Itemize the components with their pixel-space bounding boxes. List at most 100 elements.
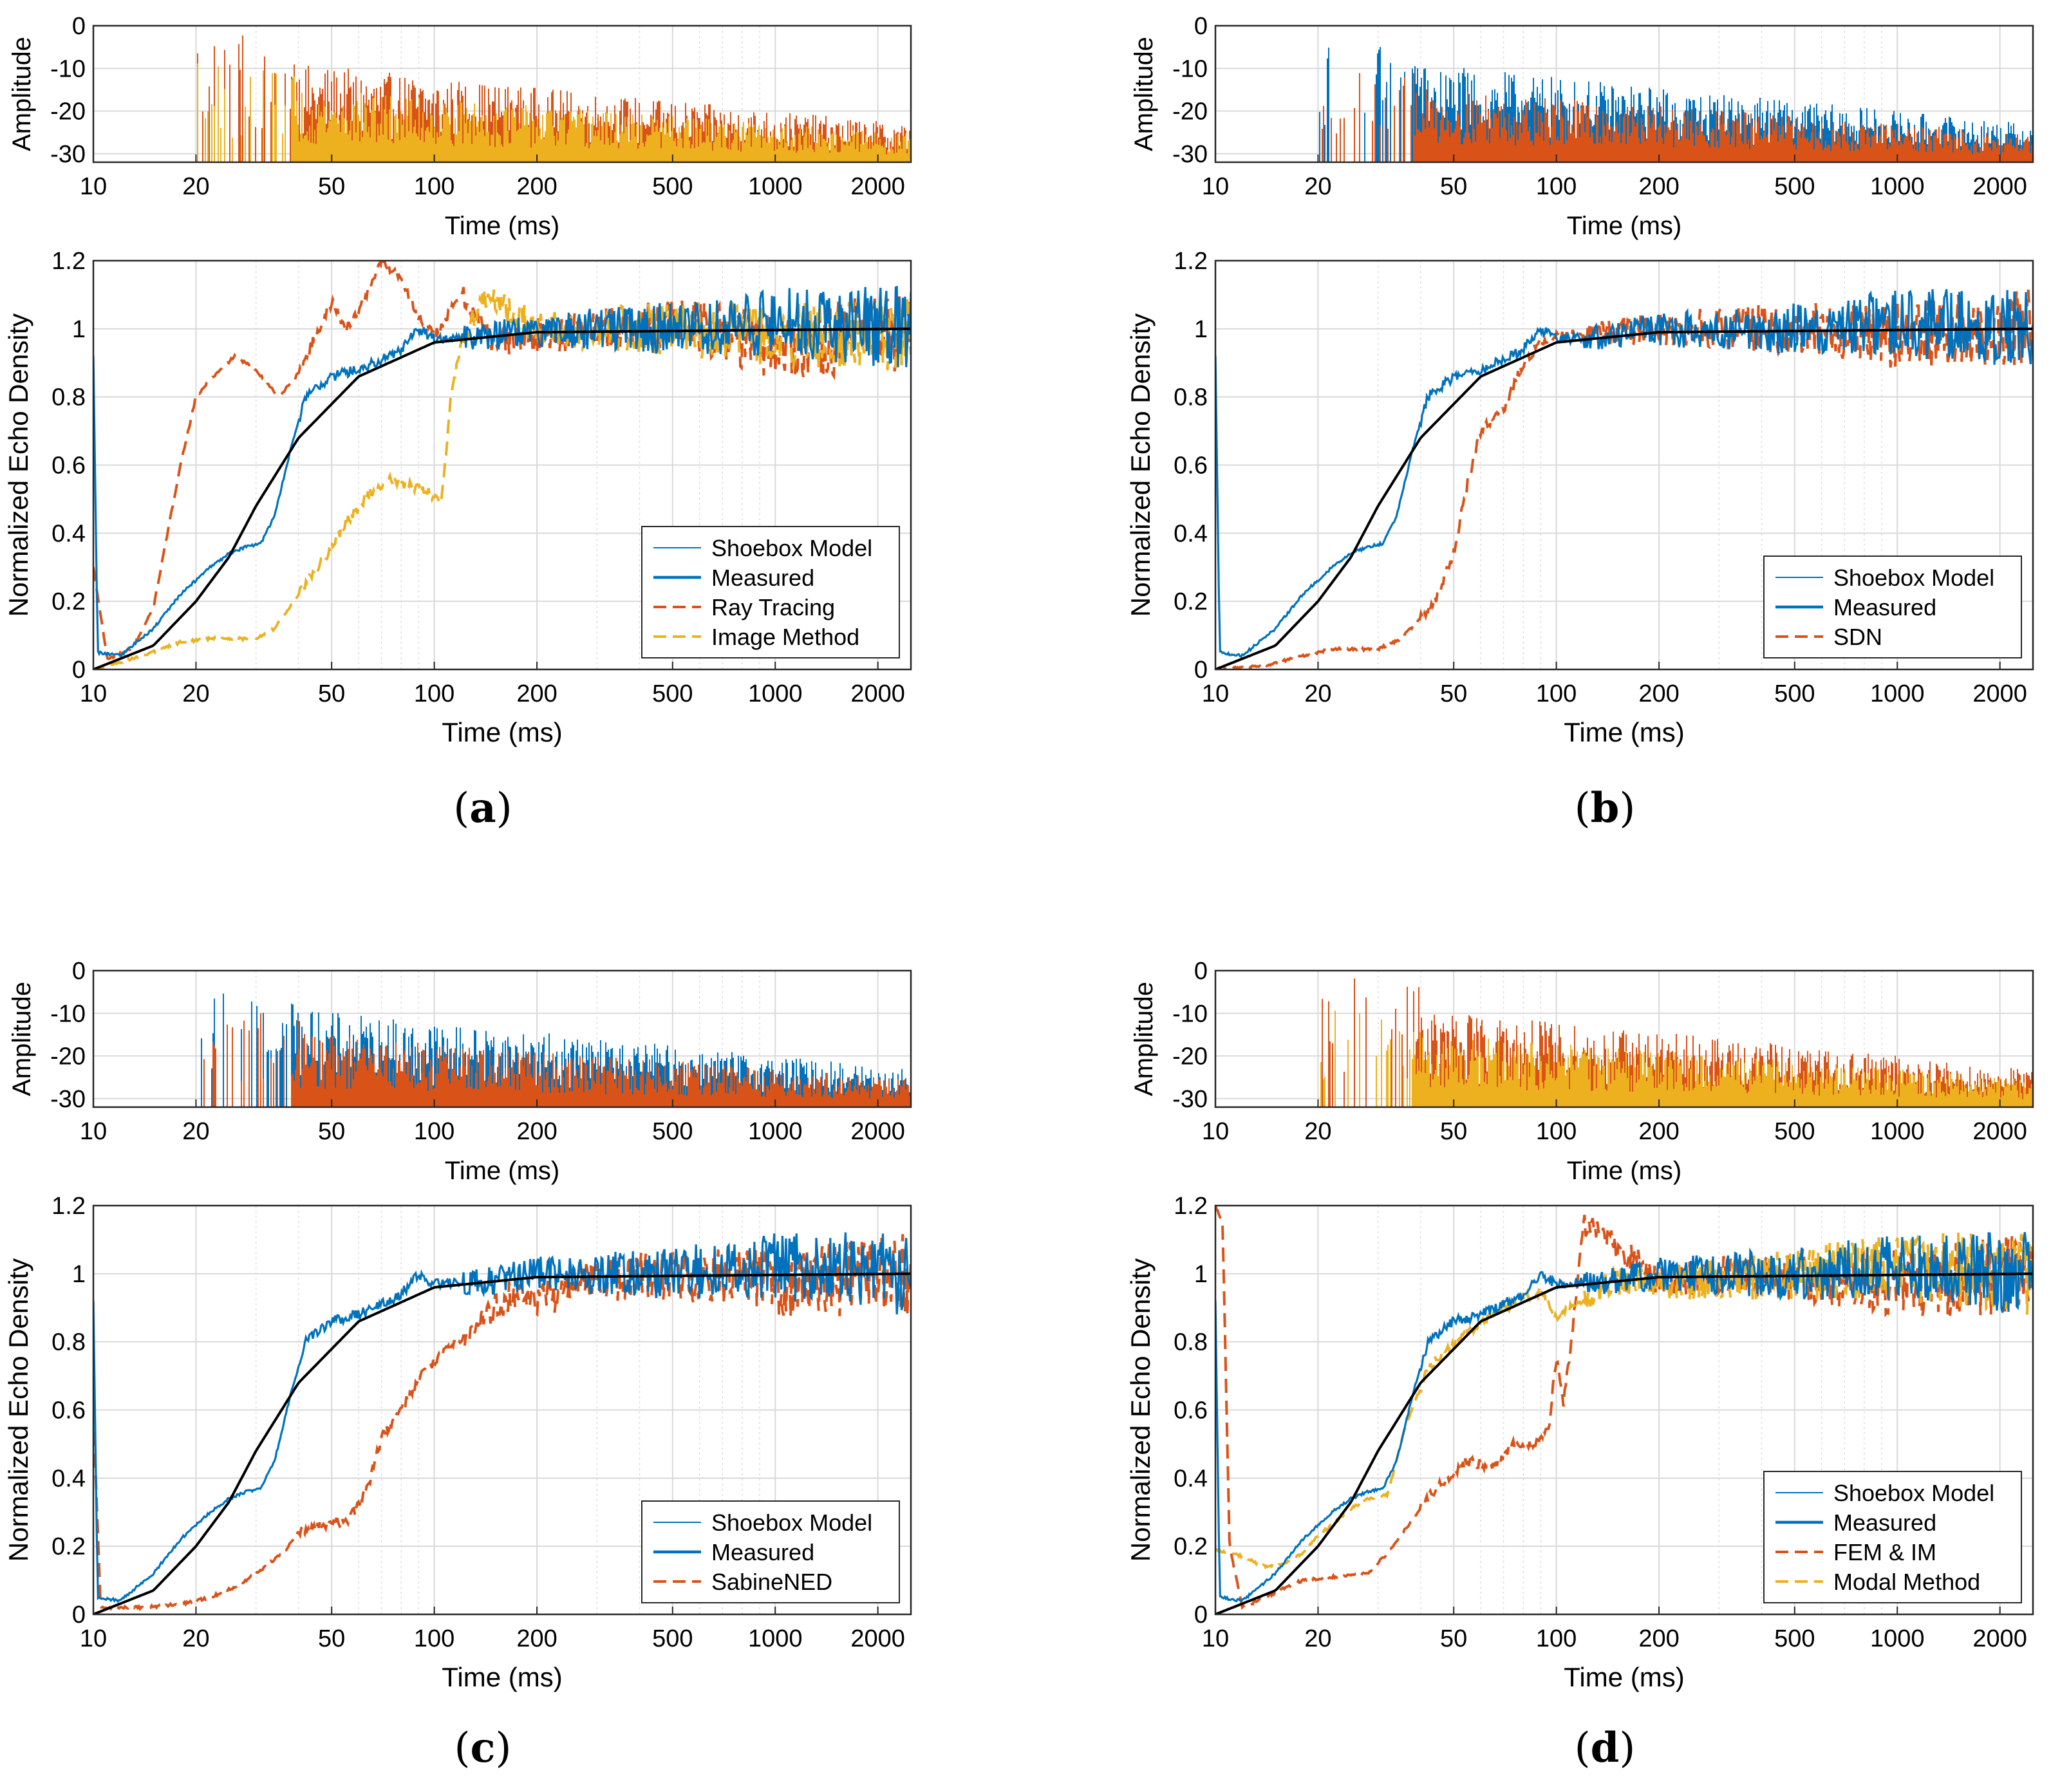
panel-c-echo-legend: Shoebox Model Measured SabineNED [641,1500,900,1603]
panel-b-echo-reference-curve [1215,327,2033,669]
panel-b-amp-xtick-label: 2000 [1972,173,2027,200]
panel-c-echo-xtick-label: 10 [80,1625,107,1652]
panel-a-echo-xtick-label: 100 [414,680,454,707]
panel-c-amp-ylabel: Amplitude [8,982,36,1096]
panel-a-echo-xtick-label: 200 [516,680,557,707]
panel-c-amp-xtick-label: 50 [318,1118,345,1145]
panel-b-echo-legend-label: Measured [1833,594,1936,621]
panel-c-amp-xtick-label: 1000 [748,1118,803,1145]
panel-c-echo-xtick-label: 1000 [748,1625,803,1652]
panel-c-amp-xtick-label: 20 [182,1118,209,1145]
panel-a-echo-ytick-label: 0.4 [52,520,86,547]
panel-d-echo-xtick-label: 20 [1304,1625,1331,1652]
panel-c-echo-xtick-label: 100 [414,1625,454,1652]
panel-b-echo-ytick-label: 1 [1194,316,1208,343]
panel-c-echo-series-sabinened [93,1234,911,1612]
panel-d-amp-xtick-label: 1000 [1870,1118,1925,1145]
panel-b-echo-legend-label: SDN [1833,624,1882,650]
panel-a-echo-legend-label: Ray Tracing [711,594,835,621]
panel-d-amp-xtick-label: 20 [1304,1118,1331,1145]
panel-d-echo-reference-curve [1215,1272,2033,1614]
panel-c-echo-xlabel: Time (ms) [442,1662,562,1692]
panel-c-amp-ytick-label: -20 [50,1043,86,1070]
panel-a-echo-legend: Shoebox Model Measured Ray Tracing Image Me… [641,526,900,658]
panel-c-amp-xtick-label: 2000 [850,1118,905,1145]
panel-a-amp-ytick-label: 0 [72,13,86,40]
panel-a-amp-xtick-label: 50 [318,173,345,200]
panel-c-echo-xtick-label: 500 [652,1625,693,1652]
panel-c-echo-lines [93,1232,911,1614]
panel-b-echo-xtick-label: 100 [1536,680,1577,707]
panel-d-echo-legend-label: Modal Method [1833,1569,1980,1595]
panel-d-echo-xtick-label: 50 [1440,1625,1467,1652]
panel-c-echo-legend-label: Shoebox Model [711,1509,872,1536]
panel-b-echo-legend-label: Shoebox Model [1833,565,1994,591]
panel-c-amp-axes-box [92,969,912,1108]
panel-a-echo-ytick-label: 0.6 [52,453,86,480]
panel-a-echo-lines [93,261,911,669]
panel-a-echo-xtick-label: 1000 [748,680,803,707]
panel-b-amp-xtick-label: 50 [1440,173,1467,200]
panel-b-amp-xtick-label: 500 [1774,173,1815,200]
panel-d-echo-lines [1215,1206,2033,1614]
panel-a-amp-ytick-label: -30 [50,141,86,168]
panel-b-amp-ylabel: Amplitude [1130,37,1158,151]
panel-a-amp-series-image-method [197,63,910,162]
panel-a-echo-ylabel: Normalized Echo Density [3,313,33,617]
panel-a-echo-legend-label: Image Method [711,624,859,650]
panel-a-echo-legend-label: Measured [711,565,814,591]
panel-d-amp-ytick-label: -20 [1172,1043,1208,1070]
panel-a-echo-axes-box [92,259,912,671]
panel-a-amp-ylabel: Amplitude [8,37,36,151]
panel-d-amp-ytick-label: -10 [1172,1000,1208,1027]
panel-a-amp-ytick-label: -10 [50,55,86,82]
panel-a-echo-ytick-label: 0 [72,657,86,684]
panel-c-echo-ytick-label: 0.4 [52,1465,86,1492]
panel-d-amp-xtick-label: 10 [1202,1118,1229,1145]
panel-b-amp-xtick-label: 100 [1536,173,1577,200]
panel-c-echo-ytick-label: 1 [72,1261,86,1288]
panel-c-echo-ytick-label: 0.6 [52,1397,86,1424]
panel-d-amp-ylabel: Amplitude [1130,982,1158,1096]
panel-a-echo-series-measured [93,285,911,658]
panel-c-echo-ytick-label: 0 [72,1601,86,1629]
panel-a-echo-ytick-label: 0.8 [52,384,86,411]
panel-a-amp-xlabel: Time (ms) [445,212,559,240]
panel-b-amp-xlabel: Time (ms) [1567,212,1681,240]
panel-b-echo-lines [1215,289,2033,669]
panel-c-amp-series-sabinened [203,1013,910,1107]
panel-c-echo-ytick-label: 0.8 [52,1329,86,1356]
panel-a-echo-ytick-label: 0.2 [52,588,86,615]
panel-a-amp-xtick-label: 10 [80,173,107,200]
panel-b-echo-series-sdn [1215,289,2033,669]
panel-b-echo-ytick-label: 0 [1194,657,1208,684]
panel-d-echo-xtick-label: 200 [1638,1625,1679,1652]
panel-b-echo-xtick-label: 200 [1638,680,1679,707]
panel-d-echo-xlabel: Time (ms) [1564,1662,1684,1692]
panel-b-amp-series-sdn [1322,73,2032,162]
panel-a-amp-axes-box [92,24,912,163]
panel-b-echo-xtick-label: 50 [1440,680,1467,707]
panel-d-echo-ylabel: Normalized Echo Density [1125,1258,1156,1562]
panel-d-echo-legend-label: Measured [1833,1509,1936,1536]
panel-c-echo-xtick-label: 200 [516,1625,557,1652]
panel-b-echo-xtick-label: 10 [1202,680,1229,707]
panel-b-amp-xtick-label: 1000 [1870,173,1925,200]
panel-d-echo-xtick-label: 2000 [1972,1625,2027,1652]
panel-b-echo-ytick-label: 0.2 [1174,588,1208,615]
panel-d-echo-ytick-label: 1 [1194,1261,1208,1288]
panel-b-echo-ytick-label: 1.2 [1174,248,1208,275]
panel-d-echo-xtick-label: 500 [1774,1625,1815,1652]
panel-b-amp-axes-box [1214,24,2034,163]
panel-b-echo-xtick-label: 1000 [1870,680,1925,707]
panel-a-echo-reference-curve [93,327,911,669]
panel-c-amp-ytick-label: -10 [50,1000,86,1027]
panel-a-echo-xtick-label: 20 [182,680,209,707]
panel-d-amp-xtick-label: 50 [1440,1118,1467,1145]
panel-a-amp-xtick-label: 500 [652,173,693,200]
